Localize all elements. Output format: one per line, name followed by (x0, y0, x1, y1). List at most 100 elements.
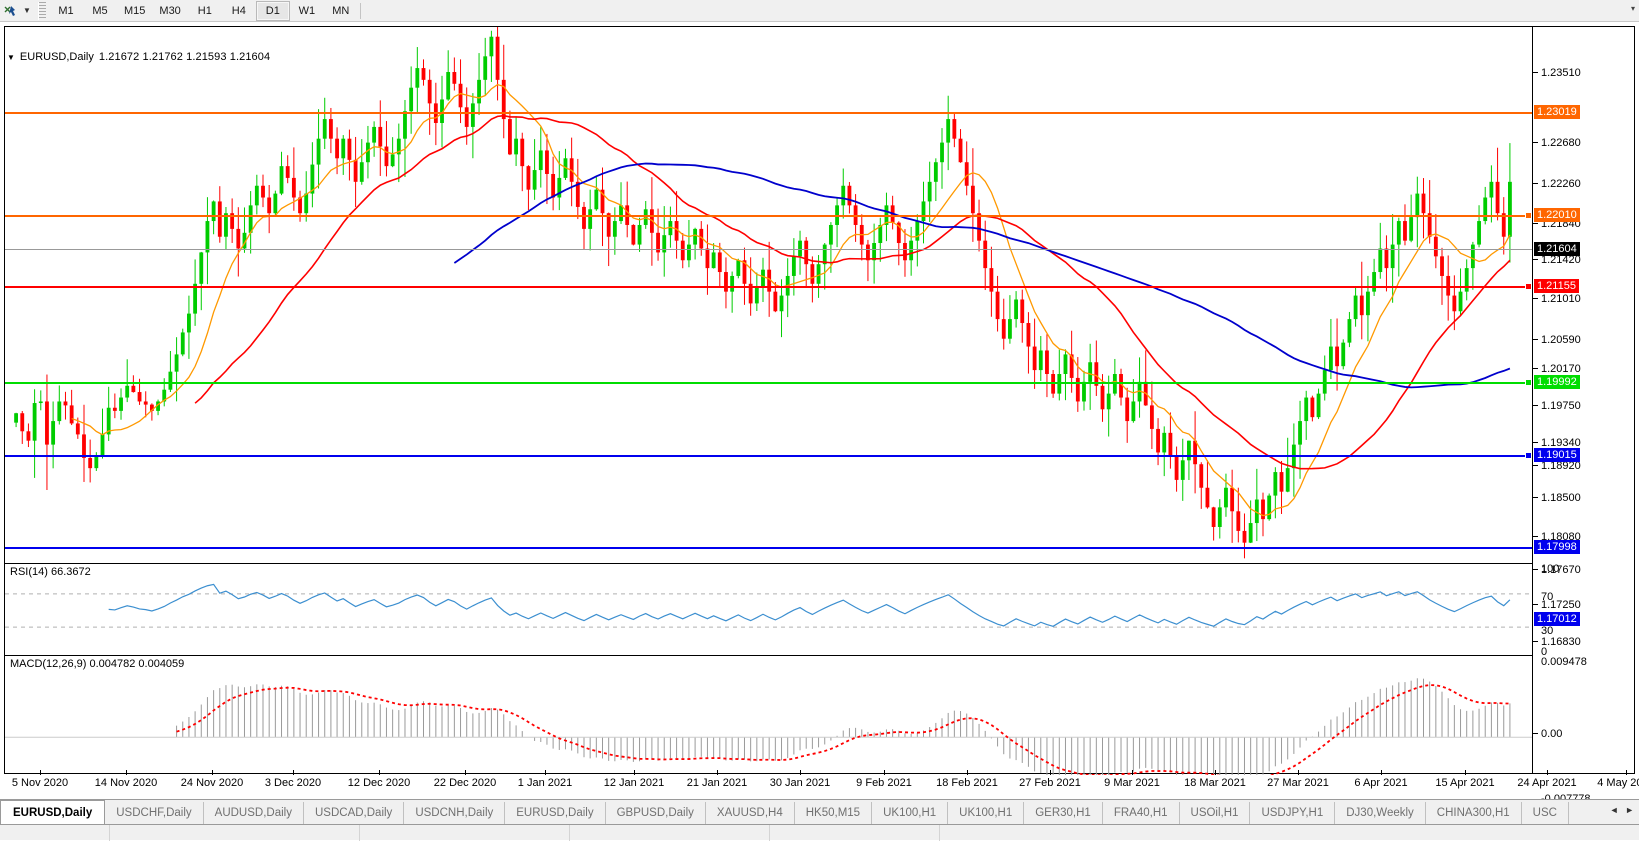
price-tick-label: 1.17670 (1541, 563, 1581, 576)
chart-tab-xauusd-h4[interactable]: XAUUSD,H4 (706, 802, 795, 824)
price-pane[interactable] (5, 27, 1532, 561)
moving-average-lines (71, 83, 1511, 517)
tick-mark (1533, 568, 1538, 569)
date-tick-mark (717, 770, 718, 775)
price-level-handle[interactable] (1525, 283, 1532, 290)
macd-tick-label: 0.00 (1541, 727, 1563, 740)
date-tick-label: 9 Feb 2021 (856, 777, 912, 789)
chart-tab-usdcad-daily[interactable]: USDCAD,Daily (304, 802, 405, 824)
chart-tab-usdcnh-daily[interactable]: USDCNH,Daily (404, 802, 506, 824)
price-level-line[interactable] (5, 455, 1532, 457)
timeframe-group: M1 M5 M15 M30 H1 H4 D1 W1 MN (49, 0, 363, 22)
date-tick-label: 5 Nov 2020 (11, 777, 69, 789)
rsi-tick: 100 (1533, 562, 1559, 575)
chart-tab-audusd-daily[interactable]: AUDUSD,Daily (204, 802, 304, 824)
chevron-down-icon[interactable]: ▼ (23, 6, 31, 15)
price-level-line[interactable] (5, 286, 1532, 288)
chart-tab-usc[interactable]: USC (1522, 802, 1569, 824)
date-tick-mark (126, 770, 127, 775)
timeframe-mn[interactable]: MN (332, 4, 350, 17)
chart-tab-usdchf-daily[interactable]: USDCHF,Daily (105, 802, 204, 824)
chart-area[interactable]: RSI(14) 66.3672 MACD(12,26,9) 0.004782 0… (0, 22, 1639, 805)
date-tick-label: 3 Dec 2020 (264, 777, 322, 789)
tick-mark (1533, 651, 1538, 652)
price-level-label[interactable]: 1.17012 (1534, 612, 1580, 626)
chart-tab-usdjpy-h1[interactable]: USDJPY,H1 (1250, 802, 1336, 824)
macd-tick: 0.009478 (1533, 655, 1587, 668)
price-level-handle[interactable] (1525, 379, 1532, 386)
date-tick-label: 6 Apr 2021 (1354, 777, 1408, 789)
price-level-label[interactable]: 1.21155 (1534, 279, 1579, 293)
date-tick-label: 18 Mar 2021 (1184, 777, 1246, 789)
chart-tab-gbpusd-daily[interactable]: GBPUSD,Daily (606, 802, 706, 824)
date-tick-mark (1465, 770, 1466, 775)
chart-tab-china300-h1[interactable]: CHINA300,H1 (1426, 802, 1522, 824)
price-tick: 1.17250 (1533, 598, 1581, 611)
tick-mark (1533, 223, 1538, 224)
price-tick: 1.17670 (1533, 563, 1581, 576)
chart-tab-usoil-h1[interactable]: USOil,H1 (1180, 802, 1251, 824)
tick-mark (1533, 442, 1538, 443)
price-level-label[interactable]: 1.21604 (1534, 242, 1580, 256)
macd-tick: 0.00 (1533, 727, 1562, 740)
timeframe-m5[interactable]: M5 (92, 4, 108, 17)
timeframe-h1[interactable]: H1 (197, 4, 212, 17)
status-cell-3 (360, 825, 570, 841)
toolbar-overflow-icon[interactable]: ▾ (1630, 4, 1635, 13)
price-tick-label: 1.20590 (1541, 333, 1581, 346)
crosshair-icon[interactable] (0, 1, 20, 21)
date-axis[interactable]: 5 Nov 2020 14 Nov 2020 24 Nov 2020 3 Dec 20… (4, 770, 1639, 792)
drag-handle-icon[interactable] (38, 1, 46, 20)
price-level-label[interactable]: 1.19992 (1534, 375, 1580, 389)
price-level-line[interactable] (5, 215, 1532, 217)
chart-tab-bar: EURUSD,Daily USDCHF,Daily AUDUSD,Daily USDC… (0, 799, 1639, 841)
price-level-line[interactable] (5, 112, 1532, 114)
macd-pane[interactable]: MACD(12,26,9) 0.004782 0.004059 (5, 655, 1532, 775)
price-tick: 1.18500 (1533, 491, 1581, 504)
rsi-tick-label: 0 (1541, 645, 1548, 658)
chart-tab-ger30-h1[interactable]: GER30,H1 (1024, 802, 1103, 824)
macd-label: MACD(12,26,9) 0.004782 0.004059 (10, 658, 185, 670)
rsi-pane[interactable]: RSI(14) 66.3672 (5, 563, 1532, 653)
price-level-line[interactable] (5, 249, 1532, 250)
status-cell-2 (110, 825, 360, 841)
price-tick: 1.22260 (1533, 177, 1581, 190)
tick-mark (1533, 142, 1538, 143)
chart-tab-eurusd-daily[interactable]: EURUSD,Daily (505, 802, 606, 824)
price-tick: 1.21010 (1533, 292, 1581, 305)
date-tick-label: 18 Feb 2021 (936, 777, 998, 789)
price-level-handle[interactable] (1525, 452, 1532, 459)
timeframe-m30[interactable]: M30 (159, 4, 181, 17)
timeframe-h4[interactable]: H4 (231, 4, 246, 17)
price-tick-label: 1.22260 (1541, 177, 1581, 190)
price-level-handle[interactable] (1525, 212, 1532, 219)
chart-tab-hk50-m15[interactable]: HK50,M15 (795, 802, 873, 824)
chart-collapse-icon[interactable]: ▼ (7, 52, 15, 62)
price-level-label[interactable]: 1.23019 (1534, 105, 1580, 119)
price-level-label[interactable]: 1.22010 (1534, 208, 1580, 222)
tick-mark (1533, 536, 1538, 537)
tick-mark (1533, 72, 1538, 73)
chart-tab-uk100-h1[interactable]: UK100,H1 (948, 802, 1025, 824)
chart-tab-fra40-h1[interactable]: FRA40,H1 (1103, 802, 1180, 824)
chart-tab-eurusd-daily[interactable]: EURUSD,Daily (0, 800, 106, 824)
chart-frame: RSI(14) 66.3672 MACD(12,26,9) 0.004782 0… (4, 26, 1635, 805)
price-tick-label: 1.23510 (1541, 66, 1581, 79)
tab-scroll-arrows[interactable]: ◄ ► (1609, 805, 1636, 815)
price-tick-label: 1.20170 (1541, 362, 1581, 375)
timeframe-d1[interactable]: D1 (255, 0, 290, 21)
price-level-line[interactable] (5, 547, 1532, 549)
status-bar (0, 824, 1639, 841)
price-level-label[interactable]: 1.17998 (1534, 540, 1580, 554)
price-tick-label: 1.22680 (1541, 136, 1581, 149)
price-level-label[interactable]: 1.19015 (1534, 448, 1580, 462)
timeframe-w1[interactable]: W1 (298, 4, 316, 17)
price-level-line[interactable] (5, 382, 1532, 384)
chart-tab-uk100-h1[interactable]: UK100,H1 (872, 802, 949, 824)
date-tick-mark (967, 770, 968, 775)
chart-tab-dj30-weekly[interactable]: DJ30,Weekly (1335, 802, 1426, 824)
rsi-tick: 30 (1533, 624, 1553, 637)
timeframe-m15[interactable]: M15 (124, 4, 146, 17)
price-axis[interactable]: 1.23510 1.22680 1.22260 1.21840 1.21420 1.210… (1532, 27, 1634, 805)
timeframe-m1[interactable]: M1 (58, 4, 74, 17)
